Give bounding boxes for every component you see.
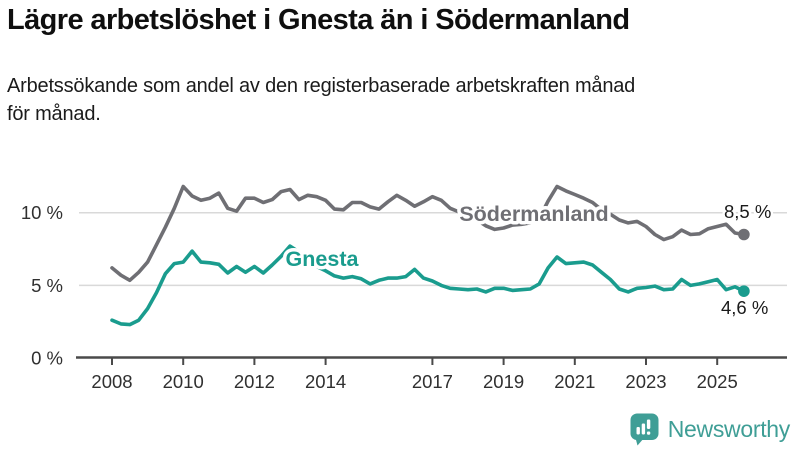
bar-chart-speech-bubble-icon <box>630 413 659 446</box>
series-label-södermanland: Södermanland <box>459 202 608 226</box>
y-tick-label-0: 0 % <box>31 348 63 369</box>
x-tick-label-2019: 2019 <box>483 371 524 392</box>
series-line-södermanland <box>110 184 746 283</box>
chart-subtitle: Arbetssökande som andel av den registerb… <box>7 72 635 128</box>
subtitle-line-1: Arbetssökande som andel av den registerb… <box>7 75 636 97</box>
x-tick-label-2017: 2017 <box>412 371 453 392</box>
x-tick-label-2008: 2008 <box>91 371 132 392</box>
series-label-gnesta: Gnesta <box>286 247 360 271</box>
series-line-gnesta <box>110 244 746 327</box>
newsworthy-logo[interactable]: Newsworthy <box>629 412 790 446</box>
line-chart: 2008 2010 2012 2014 2017 2019 2021 2023 2025 0 % 5… <box>0 150 800 410</box>
end-value-label-gnesta: 4,6 % <box>721 297 768 318</box>
x-tick-label-2010: 2010 <box>163 371 204 392</box>
subtitle-line-2: för månad. <box>7 103 101 125</box>
newsworthy-wordmark: Newsworthy <box>667 415 791 442</box>
page-title: Lägre arbetslöshet i Gnesta än i Söderma… <box>7 4 630 36</box>
series-end-dot-södermanland <box>738 228 750 241</box>
x-tick-label-2014: 2014 <box>305 371 346 392</box>
y-tick-label-5: 5 % <box>31 275 63 296</box>
x-tick-label-2012: 2012 <box>234 371 275 392</box>
x-tick-label-2023: 2023 <box>625 371 666 392</box>
end-value-label-södermanland: 8,5 % <box>724 201 771 222</box>
chart-canvas: 2008 2010 2012 2014 2017 2019 2021 2023 2025 0 % 5… <box>21 184 787 392</box>
series-end-dot-gnesta <box>738 285 750 297</box>
x-tick-label-2025: 2025 <box>697 371 738 392</box>
y-tick-label-10: 10 % <box>21 202 63 223</box>
x-tick-label-2021: 2021 <box>554 371 595 392</box>
